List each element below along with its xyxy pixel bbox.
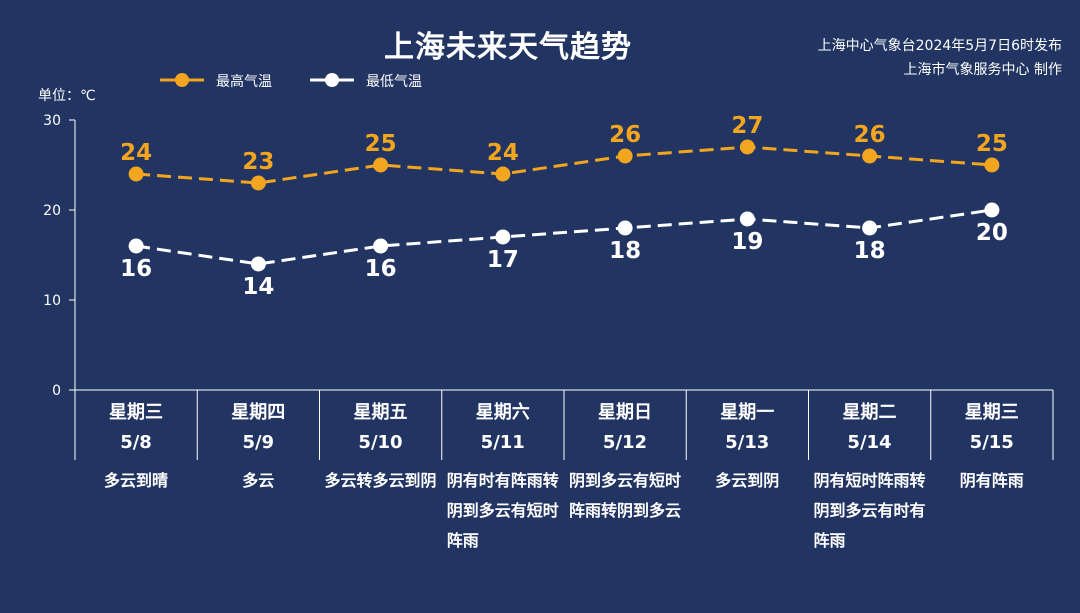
- point-low: [984, 202, 1000, 218]
- producer: 上海市气象服务中心 制作: [903, 62, 1062, 78]
- point-low: [373, 238, 389, 254]
- y-tick-label: 30: [43, 113, 61, 129]
- data-label-high: 25: [365, 131, 397, 157]
- date-label: 5/13: [725, 432, 770, 453]
- unit-label: 单位：℃: [38, 88, 96, 104]
- data-label-high: 25: [976, 131, 1008, 157]
- weekday-label: 星期二: [842, 402, 897, 423]
- weekday-label: 星期五: [353, 402, 408, 423]
- weather-description: 多云到晴: [103, 471, 168, 490]
- day-column: 星期三 5/8: [75, 398, 197, 458]
- weather-description: 阴有短时阵雨转阴到多云有时有阵雨: [813, 471, 926, 550]
- point-high: [495, 166, 511, 182]
- data-label-low: 18: [609, 238, 641, 264]
- y-tick-label: 0: [52, 383, 61, 399]
- point-low: [617, 220, 633, 236]
- data-label-low: 16: [365, 256, 397, 282]
- weather-description: 多云到阴: [715, 471, 780, 490]
- point-low: [739, 211, 755, 227]
- series-line-high: [136, 145, 992, 185]
- data-label-low: 19: [731, 229, 763, 255]
- weekday-label: 星期三: [109, 402, 163, 423]
- point-high: [862, 148, 878, 164]
- weather-description: 阴有时有阵雨转阴到多云有短时阵雨: [446, 471, 559, 550]
- date-label: 5/10: [358, 432, 403, 453]
- publisher-info: 上海中心气象台2024年5月7日6时发布 上海市气象服务中心 制作: [818, 34, 1062, 82]
- day-column: 星期二 5/14: [809, 398, 931, 458]
- point-low: [862, 220, 878, 236]
- date-label: 5/15: [969, 432, 1014, 453]
- weekday-label: 星期四: [231, 402, 286, 423]
- chart-title: 上海未来天气趋势: [384, 30, 632, 65]
- point-low: [128, 238, 144, 254]
- point-high: [250, 175, 266, 191]
- data-label-low: 16: [120, 256, 152, 282]
- weekday-label: 星期六: [475, 402, 530, 423]
- day-column: 星期日 5/12: [564, 398, 686, 458]
- publish-time: 上海中心气象台2024年5月7日6时发布: [817, 38, 1062, 54]
- data-label-high: 26: [854, 122, 886, 148]
- point-high: [739, 139, 755, 155]
- day-column: 星期三 5/15: [931, 398, 1053, 458]
- legend-marker-high-icon: [160, 73, 204, 87]
- y-tick-label: 10: [43, 293, 61, 309]
- date-label: 5/11: [480, 432, 525, 453]
- data-label-high: 27: [731, 113, 763, 139]
- date-label: 5/12: [602, 432, 648, 453]
- data-label-high: 24: [487, 140, 519, 166]
- day-column: 星期五 5/10: [320, 398, 442, 458]
- date-label: 5/8: [120, 432, 152, 453]
- day-column: 星期四 5/9: [197, 398, 319, 458]
- weather-description: 阴到多云有短时阵雨转阴到多云: [569, 471, 682, 520]
- day-column: 星期一 5/13: [686, 398, 808, 458]
- point-high: [373, 157, 389, 173]
- weather-description: 多云: [242, 471, 275, 490]
- point-high: [984, 157, 1000, 173]
- data-label-high: 23: [242, 149, 274, 175]
- date-label: 5/9: [242, 432, 275, 453]
- data-label-low: 17: [487, 247, 519, 273]
- weekday-label: 星期日: [598, 402, 652, 423]
- weekday-label: 星期三: [964, 402, 1019, 423]
- point-high: [617, 148, 633, 164]
- point-high: [128, 166, 144, 182]
- day-column: 星期六 5/11: [442, 398, 564, 458]
- legend-marker-low-icon: [310, 73, 354, 87]
- point-low: [495, 229, 511, 245]
- weekday-label: 星期一: [720, 402, 775, 423]
- point-low: [250, 256, 266, 272]
- data-label-high: 26: [609, 122, 641, 148]
- data-label-low: 18: [854, 238, 886, 264]
- data-label-low: 14: [242, 274, 274, 300]
- y-tick-label: 20: [43, 203, 61, 219]
- weather-description: 阴有阵雨: [959, 471, 1024, 490]
- legend-label-high: 最高气温: [216, 74, 272, 90]
- date-label: 5/14: [847, 432, 892, 453]
- series-line-low: [135, 208, 993, 266]
- data-label-high: 24: [120, 140, 152, 166]
- weather-description: 多云转多云到阴: [324, 471, 437, 490]
- legend-label-low: 最低气温: [366, 74, 422, 90]
- data-label-low: 20: [976, 220, 1008, 246]
